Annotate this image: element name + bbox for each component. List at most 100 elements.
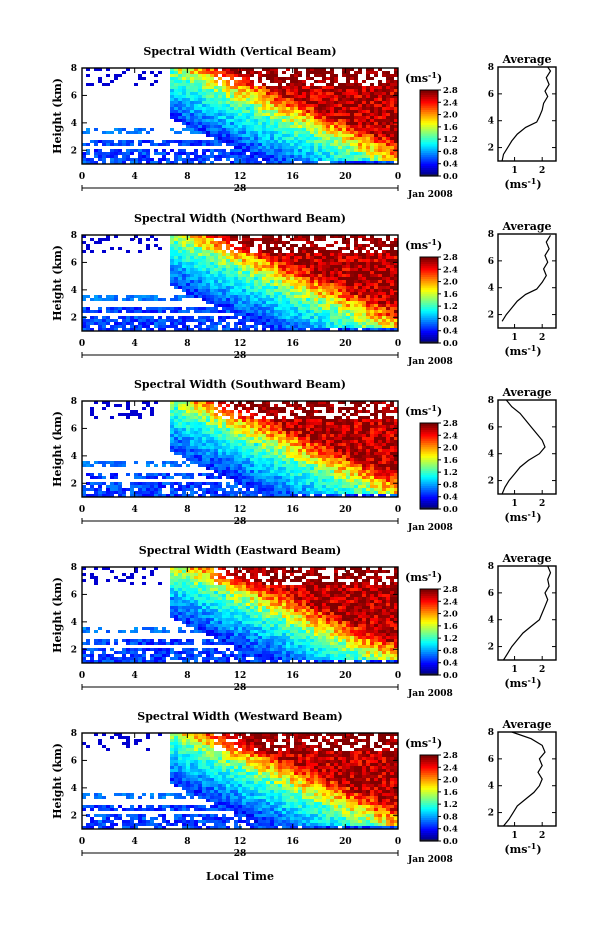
heatmap-cell [310, 286, 314, 289]
heatmap-cell [314, 134, 318, 137]
heatmap-cell [246, 262, 250, 265]
heatmap-cell [214, 482, 218, 485]
heatmap-cell [390, 110, 394, 113]
heatmap-cell [282, 461, 286, 464]
heatmap-cell [246, 68, 250, 71]
heatmap-cell [182, 235, 186, 238]
heatmap-cell [294, 446, 298, 449]
heatmap-cell [254, 268, 258, 271]
heatmap-cell [294, 304, 298, 307]
heatmap-cell [302, 134, 306, 137]
heatmap-cell [258, 422, 262, 425]
heatmap-cell [198, 250, 202, 253]
heatmap-cell [134, 149, 138, 152]
heatmap-cell [194, 274, 198, 277]
heatmap-cell [142, 155, 146, 158]
heatmap-cell [282, 277, 286, 280]
colorbar-unit-label: (ms-1) [405, 70, 442, 85]
heatmap-cell [222, 155, 226, 158]
heatmap-cell [138, 298, 142, 301]
heatmap-cell [318, 68, 322, 71]
heatmap-cell [318, 235, 322, 238]
heatmap-cell [270, 425, 274, 428]
heatmap-cell [282, 491, 286, 494]
heatmap-cell [210, 401, 214, 404]
heatmap-cell [390, 316, 394, 319]
heatmap-cell [258, 419, 262, 422]
heatmap-cell [254, 140, 258, 143]
heatmap-cell [262, 316, 266, 319]
heatmap-cell [234, 485, 238, 488]
heatmap-cell [326, 131, 330, 134]
heatmap-cell [178, 265, 182, 268]
heatmap-cell [174, 425, 178, 428]
heatmap-cell [98, 155, 102, 158]
heatmap-cell [302, 494, 306, 497]
heatmap-cell [294, 152, 298, 155]
heatmap-cell [186, 98, 190, 101]
heatmap-cell [294, 101, 298, 104]
heatmap-cell [330, 122, 334, 125]
heatmap-cell [270, 437, 274, 440]
heatmap-cell [106, 494, 110, 497]
heatmap-cell [174, 83, 178, 86]
colorbar-swatch [420, 289, 438, 292]
heatmap-cell [286, 161, 290, 164]
heatmap-cell [274, 476, 278, 479]
heatmap-cell [254, 107, 258, 110]
heatmap-cell [86, 152, 90, 155]
heatmap-cell [202, 319, 206, 322]
heatmap-cell [282, 77, 286, 80]
heatmap-cell [190, 89, 194, 92]
heatmap-cell [266, 104, 270, 107]
heatmap-cell [290, 319, 294, 322]
heatmap-cell [278, 419, 282, 422]
heatmap-cell [274, 437, 278, 440]
heatmap-cell [390, 301, 394, 304]
heatmap-cell [290, 80, 294, 83]
heatmap-cell [202, 422, 206, 425]
heatmap-cell [234, 98, 238, 101]
heatmap-cell [302, 274, 306, 277]
heatmap-cell [378, 253, 382, 256]
heatmap-cell [290, 449, 294, 452]
heatmap-cell [250, 119, 254, 122]
heatmap-cell [350, 134, 354, 137]
heatmap-cell [294, 488, 298, 491]
heatmap-cell [346, 140, 350, 143]
heatmap-cell [198, 325, 202, 328]
heatmap-cell [170, 86, 174, 89]
heatmap-cell [178, 446, 182, 449]
heatmap-cell [342, 122, 346, 125]
heatmap-cell [198, 440, 202, 443]
heatmap-cell [258, 488, 262, 491]
heatmap-cell [214, 304, 218, 307]
heatmap-cell [142, 128, 146, 131]
heatmap-cell [182, 322, 186, 325]
heatmap-cell [158, 328, 162, 331]
heatmap-cell [270, 283, 274, 286]
heatmap-cell [322, 316, 326, 319]
heatmap-cell [274, 440, 278, 443]
heatmap-cell [282, 125, 286, 128]
heatmap-cell [270, 74, 274, 77]
heatmap-cell [322, 134, 326, 137]
heatmap-cell [290, 271, 294, 274]
heatmap-cell [250, 286, 254, 289]
heatmap-cell [374, 292, 378, 295]
heatmap-cell [230, 491, 234, 494]
heatmap-cell [230, 134, 234, 137]
heatmap-cell [342, 134, 346, 137]
heatmap-cell [86, 149, 90, 152]
heatmap-cell [394, 80, 398, 83]
heatmap-cell [130, 152, 134, 155]
heatmap-cell [190, 122, 194, 125]
heatmap-cell [210, 89, 214, 92]
heatmap-cell [270, 95, 274, 98]
heatmap-cell [222, 280, 226, 283]
heatmap-cell [378, 146, 382, 149]
heatmap-cell [250, 131, 254, 134]
heatmap-cell [126, 404, 130, 407]
heatmap-cell [246, 464, 250, 467]
heatmap-cell [382, 116, 386, 119]
